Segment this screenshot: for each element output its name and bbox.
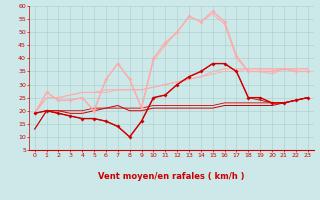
X-axis label: Vent moyen/en rafales ( km/h ): Vent moyen/en rafales ( km/h ) [98, 172, 244, 181]
